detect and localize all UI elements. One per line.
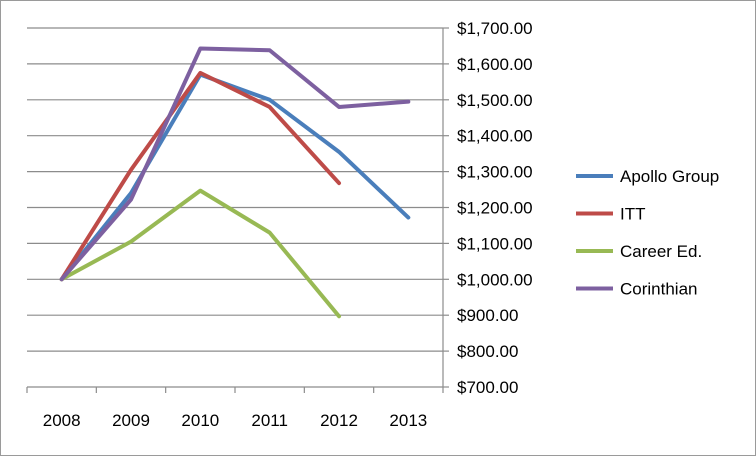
legend: Apollo Group ITT Career Ed. Corinthian [576, 167, 719, 299]
y-tick-labels: $1,700.00 $1,600.00 $1,500.00 $1,400.00 $1,3… [457, 19, 533, 397]
y-tick-label: $1,200.00 [457, 199, 533, 218]
gridlines [27, 27, 443, 352]
series-line-career-ed [59, 188, 341, 319]
series-lines [59, 46, 411, 319]
x-tick-label: 2011 [251, 411, 288, 430]
series-line-apollo-group [59, 72, 411, 282]
y-tick-label: $1,500.00 [457, 91, 533, 110]
y-tick-label: $1,600.00 [457, 55, 533, 74]
legend-label: Corinthian [620, 280, 698, 299]
series-line-corinthian [59, 46, 411, 282]
y-tick-label: $800.00 [457, 342, 518, 361]
x-tick-label: 2010 [181, 411, 219, 430]
x-tick-label: 2009 [112, 411, 150, 430]
legend-label: Career Ed. [620, 242, 702, 261]
series-line-itt [59, 70, 341, 282]
y-tick-label: $1,700.00 [457, 19, 533, 38]
y-tick-label: $1,000.00 [457, 270, 533, 289]
legend-label: Apollo Group [620, 167, 719, 186]
y-tick-label: $1,100.00 [457, 234, 533, 253]
y-tick-label: $900.00 [457, 306, 518, 325]
y-tick-label: $1,300.00 [457, 163, 533, 182]
y-tick-label: $700.00 [457, 378, 518, 397]
axes [26, 27, 449, 393]
x-tick-label: 2012 [320, 411, 358, 430]
x-tick-label: 2008 [43, 411, 81, 430]
x-tick-label: 2013 [389, 411, 427, 430]
y-tick-label: $1,400.00 [457, 127, 533, 146]
x-tick-labels: 2008 2009 2010 2011 2012 2013 [43, 411, 427, 430]
legend-label: ITT [620, 205, 646, 224]
